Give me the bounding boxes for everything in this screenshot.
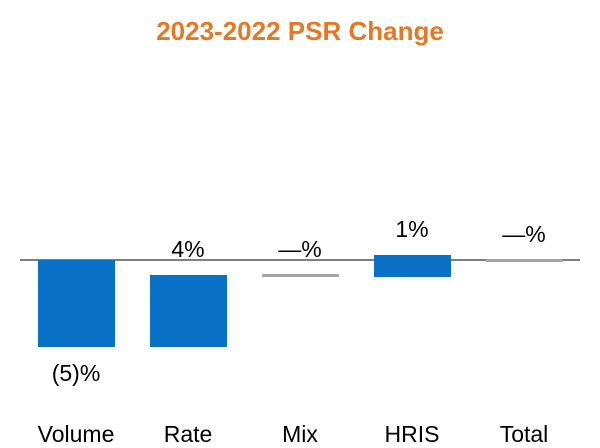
bar-volume [37, 259, 115, 347]
bar-rate [149, 275, 227, 347]
category-label-mix: Mix [282, 421, 318, 447]
chart-title: 2023-2022 PSR Change [156, 16, 444, 46]
category-label-hris: HRIS [384, 421, 440, 447]
value-label-total: —% [502, 220, 546, 247]
category-label-rate: Rate [163, 421, 213, 447]
zero-marker-total [485, 258, 563, 262]
value-label-hris: 1% [395, 215, 429, 242]
value-label-volume: (5)% [51, 360, 101, 386]
value-label-mix: —% [278, 236, 322, 262]
bar-hris [373, 254, 451, 277]
category-label-volume: Volume [37, 421, 115, 447]
zero-baseline [20, 259, 580, 261]
zero-marker-mix [261, 274, 339, 277]
category-label-total: Total [499, 421, 549, 447]
value-label-rate: 4% [171, 236, 205, 262]
